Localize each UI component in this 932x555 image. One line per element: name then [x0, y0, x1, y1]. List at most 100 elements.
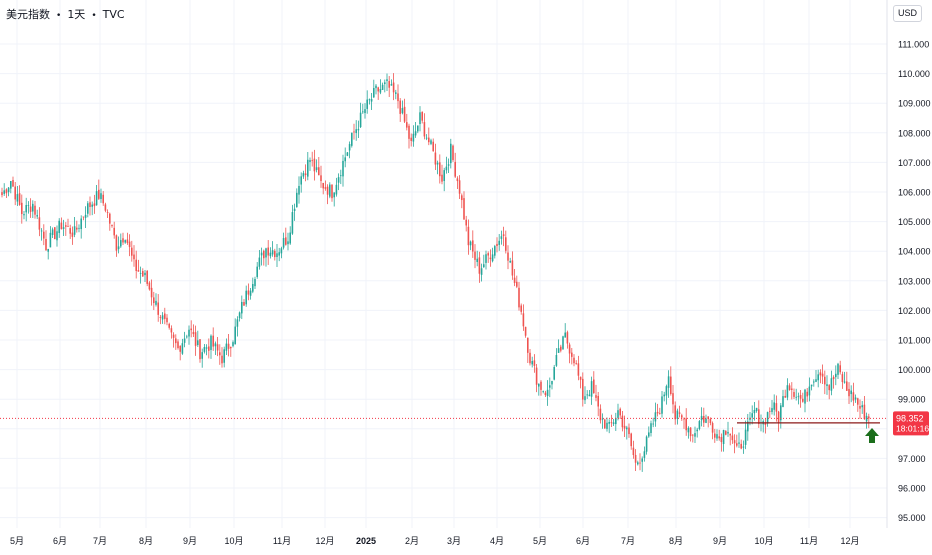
candle-body: [793, 392, 795, 397]
candle-body: [663, 394, 665, 397]
candle-body: [632, 447, 635, 456]
candle-body: [271, 250, 274, 255]
candle-body: [205, 347, 208, 349]
candle-body: [78, 227, 80, 229]
candle-body: [115, 235, 118, 251]
candle-body: [582, 378, 584, 400]
candle-body: [98, 189, 100, 199]
candle-body: [51, 229, 54, 236]
candle-body: [549, 385, 551, 388]
candle-body: [815, 379, 817, 382]
candle-body: [623, 425, 626, 429]
candle-body: [45, 239, 47, 251]
candle-body: [254, 279, 256, 287]
candle-body: [445, 166, 448, 171]
candle-body: [483, 264, 485, 268]
candle-body: [551, 380, 553, 385]
candle-body: [738, 442, 740, 444]
candle-body: [243, 302, 245, 306]
candle-body: [641, 458, 643, 462]
candle-body: [16, 194, 19, 202]
candle-body: [128, 241, 131, 248]
candle-body: [692, 434, 694, 436]
candle-body: [21, 202, 23, 215]
candle-body: [731, 435, 734, 441]
candle-body: [241, 301, 243, 314]
candle-body: [443, 170, 445, 181]
candle-body: [302, 173, 305, 177]
candle-body: [573, 357, 575, 364]
candle-body: [412, 133, 415, 142]
y-tick-label: 108.000: [898, 128, 931, 138]
candle-body: [452, 145, 454, 160]
candle-body: [841, 374, 844, 383]
x-tick-label: 2025: [356, 536, 376, 546]
candle-body: [401, 108, 404, 114]
y-tick-label: 110.000: [898, 69, 930, 79]
x-tick-label: 9月: [713, 536, 727, 546]
symbol-name[interactable]: 美元指数: [6, 8, 50, 21]
candle-body: [212, 335, 214, 347]
candle-body: [368, 99, 371, 101]
interval-label[interactable]: 1天: [67, 8, 86, 21]
candle-body: [10, 181, 12, 189]
candle-body: [359, 112, 362, 128]
candle-body: [808, 386, 811, 396]
candle-body: [753, 410, 756, 414]
candle-body: [659, 412, 661, 414]
candle-body: [703, 415, 705, 423]
candle-body: [175, 338, 177, 344]
x-axis[interactable]: 5月 6月 7月 8月 9月 10月 11月 12月 2025 2月 3月 4月 5月 6月 7月 8月 9月 1…: [10, 536, 860, 546]
candle-body: [678, 412, 681, 414]
candle-body: [247, 290, 250, 295]
candle-body: [751, 413, 753, 418]
candle-body: [322, 182, 324, 189]
candle-body: [857, 398, 859, 405]
candle-body: [172, 334, 175, 338]
candle-body: [168, 323, 170, 328]
candle-body: [76, 227, 78, 230]
candle-body: [507, 252, 509, 261]
candle-body: [575, 363, 577, 365]
candle-body: [439, 162, 441, 177]
candle-body: [718, 436, 720, 439]
y-axis[interactable]: 111.000 110.000 109.000 108.000 107.000 106.0…: [893, 40, 931, 524]
candle-body: [428, 137, 430, 143]
candle-body: [245, 290, 247, 305]
candle-body: [634, 454, 637, 463]
candle-body: [535, 367, 538, 385]
candle-body: [824, 376, 826, 385]
candle-body: [7, 187, 10, 193]
candle-body: [608, 421, 610, 424]
candle-body: [667, 376, 670, 388]
candle-body: [399, 100, 401, 114]
symbol-header[interactable]: 美元指数 • 1天 • TVC: [6, 6, 125, 22]
candle-body: [696, 429, 698, 432]
candle-body: [40, 230, 43, 232]
candle-body: [58, 220, 60, 233]
candle-body: [626, 427, 628, 430]
x-tick-label: 10月: [754, 536, 773, 546]
candle-body: [689, 427, 692, 437]
candle-body: [351, 132, 353, 146]
candle-body: [326, 186, 329, 195]
candle-body: [120, 240, 122, 247]
candle-body: [804, 389, 806, 404]
candle-body: [511, 260, 514, 276]
x-tick-label: 3月: [447, 536, 461, 546]
candle-body: [190, 328, 192, 331]
candle-body: [377, 87, 379, 92]
candle-body: [89, 202, 91, 208]
candle-body: [557, 348, 560, 353]
candle-body: [95, 191, 98, 206]
candle-body: [353, 131, 355, 133]
candle-body: [14, 186, 16, 200]
candle-body: [835, 373, 837, 378]
candle-body: [126, 239, 129, 243]
arrow-up-icon[interactable]: [865, 428, 879, 443]
currency-button[interactable]: USD: [893, 5, 922, 22]
candle-body: [727, 431, 729, 434]
candle-body: [348, 144, 351, 151]
